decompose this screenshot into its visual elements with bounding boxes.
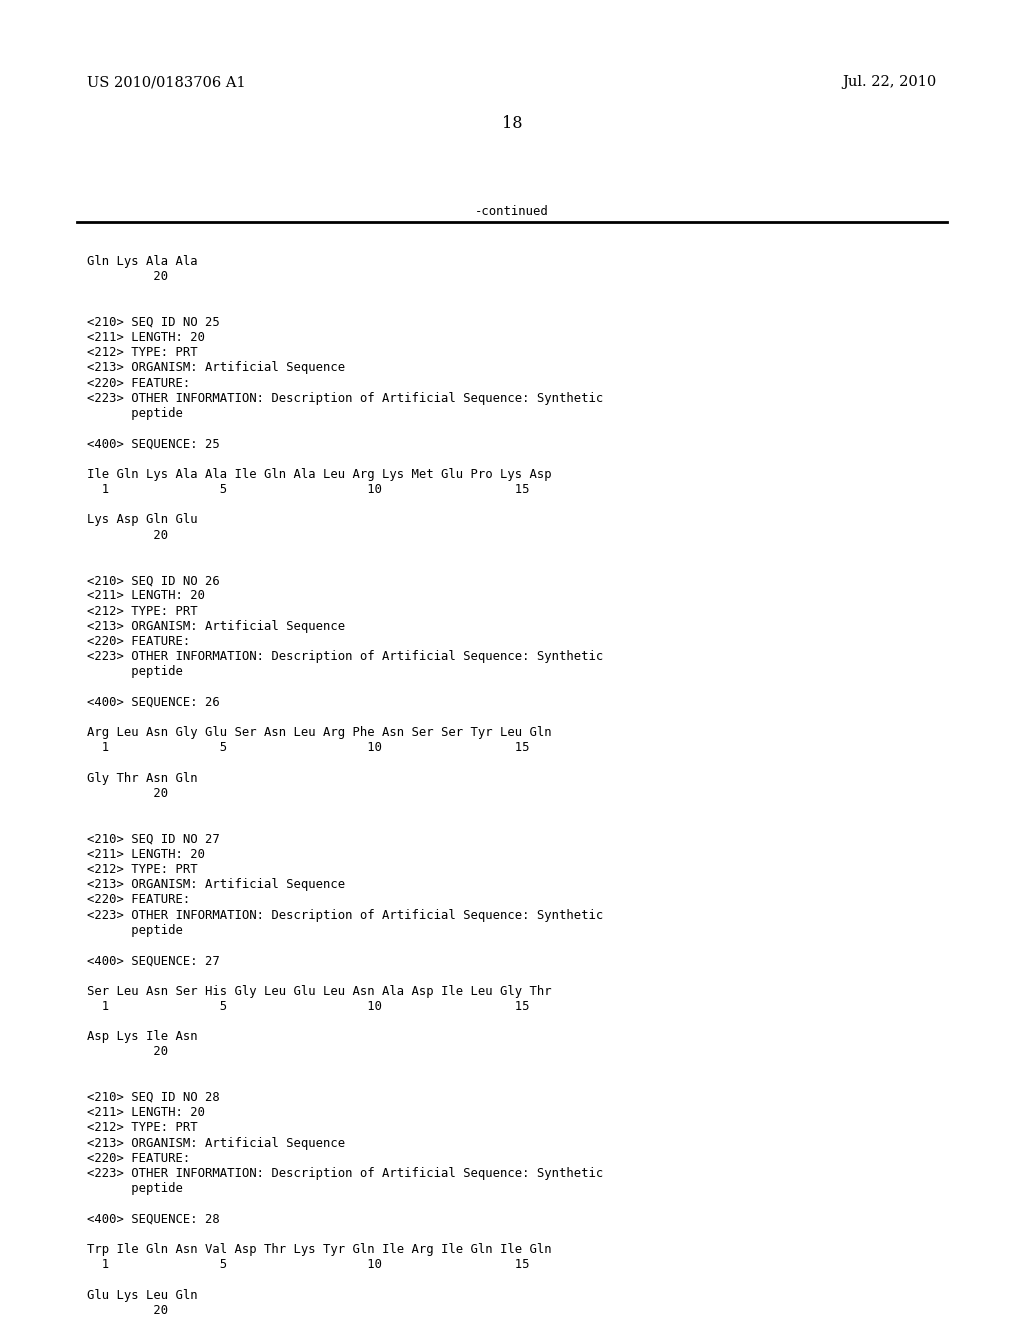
Text: <220> FEATURE:: <220> FEATURE:	[87, 635, 190, 648]
Text: 20: 20	[87, 528, 168, 541]
Text: <212> TYPE: PRT: <212> TYPE: PRT	[87, 1122, 198, 1134]
Text: <220> FEATURE:: <220> FEATURE:	[87, 894, 190, 907]
Text: Arg Leu Asn Gly Glu Ser Asn Leu Arg Phe Asn Ser Ser Tyr Leu Gln: Arg Leu Asn Gly Glu Ser Asn Leu Arg Phe …	[87, 726, 552, 739]
Text: Trp Ile Gln Asn Val Asp Thr Lys Tyr Gln Ile Arg Ile Gln Ile Gln: Trp Ile Gln Asn Val Asp Thr Lys Tyr Gln …	[87, 1243, 552, 1257]
Text: <220> FEATURE:: <220> FEATURE:	[87, 1152, 190, 1164]
Text: <223> OTHER INFORMATION: Description of Artificial Sequence: Synthetic: <223> OTHER INFORMATION: Description of …	[87, 651, 603, 663]
Text: peptide: peptide	[87, 407, 183, 420]
Text: 1               5                   10                  15: 1 5 10 15	[87, 742, 529, 755]
Text: 1               5                   10                  15: 1 5 10 15	[87, 483, 529, 496]
Text: peptide: peptide	[87, 924, 183, 937]
Text: Gly Thr Asn Gln: Gly Thr Asn Gln	[87, 772, 198, 785]
Text: <220> FEATURE:: <220> FEATURE:	[87, 376, 190, 389]
Text: <210> SEQ ID NO 26: <210> SEQ ID NO 26	[87, 574, 220, 587]
Text: <212> TYPE: PRT: <212> TYPE: PRT	[87, 346, 198, 359]
Text: <213> ORGANISM: Artificial Sequence: <213> ORGANISM: Artificial Sequence	[87, 620, 345, 632]
Text: 20: 20	[87, 1045, 168, 1059]
Text: 18: 18	[502, 115, 522, 132]
Text: <211> LENGTH: 20: <211> LENGTH: 20	[87, 847, 205, 861]
Text: peptide: peptide	[87, 665, 183, 678]
Text: Gln Lys Ala Ala: Gln Lys Ala Ala	[87, 255, 198, 268]
Text: <400> SEQUENCE: 27: <400> SEQUENCE: 27	[87, 954, 220, 968]
Text: <223> OTHER INFORMATION: Description of Artificial Sequence: Synthetic: <223> OTHER INFORMATION: Description of …	[87, 392, 603, 405]
Text: 20: 20	[87, 271, 168, 284]
Text: <210> SEQ ID NO 25: <210> SEQ ID NO 25	[87, 315, 220, 329]
Text: <400> SEQUENCE: 26: <400> SEQUENCE: 26	[87, 696, 220, 709]
Text: Lys Asp Gln Glu: Lys Asp Gln Glu	[87, 513, 198, 527]
Text: <213> ORGANISM: Artificial Sequence: <213> ORGANISM: Artificial Sequence	[87, 1137, 345, 1150]
Text: <400> SEQUENCE: 25: <400> SEQUENCE: 25	[87, 437, 220, 450]
Text: <213> ORGANISM: Artificial Sequence: <213> ORGANISM: Artificial Sequence	[87, 362, 345, 375]
Text: <211> LENGTH: 20: <211> LENGTH: 20	[87, 331, 205, 345]
Text: 20: 20	[87, 787, 168, 800]
Text: Ile Gln Lys Ala Ala Ile Gln Ala Leu Arg Lys Met Glu Pro Lys Asp: Ile Gln Lys Ala Ala Ile Gln Ala Leu Arg …	[87, 467, 552, 480]
Text: US 2010/0183706 A1: US 2010/0183706 A1	[87, 75, 246, 88]
Text: <400> SEQUENCE: 28: <400> SEQUENCE: 28	[87, 1213, 220, 1225]
Text: <210> SEQ ID NO 27: <210> SEQ ID NO 27	[87, 833, 220, 846]
Text: Asp Lys Ile Asn: Asp Lys Ile Asn	[87, 1030, 198, 1043]
Text: <223> OTHER INFORMATION: Description of Artificial Sequence: Synthetic: <223> OTHER INFORMATION: Description of …	[87, 908, 603, 921]
Text: <213> ORGANISM: Artificial Sequence: <213> ORGANISM: Artificial Sequence	[87, 878, 345, 891]
Text: -continued: -continued	[475, 205, 549, 218]
Text: <212> TYPE: PRT: <212> TYPE: PRT	[87, 863, 198, 876]
Text: <211> LENGTH: 20: <211> LENGTH: 20	[87, 1106, 205, 1119]
Text: 20: 20	[87, 1304, 168, 1317]
Text: Ser Leu Asn Ser His Gly Leu Glu Leu Asn Ala Asp Ile Leu Gly Thr: Ser Leu Asn Ser His Gly Leu Glu Leu Asn …	[87, 985, 552, 998]
Text: peptide: peptide	[87, 1183, 183, 1195]
Text: <210> SEQ ID NO 28: <210> SEQ ID NO 28	[87, 1092, 220, 1104]
Text: 1               5                   10                  15: 1 5 10 15	[87, 999, 529, 1012]
Text: <223> OTHER INFORMATION: Description of Artificial Sequence: Synthetic: <223> OTHER INFORMATION: Description of …	[87, 1167, 603, 1180]
Text: <212> TYPE: PRT: <212> TYPE: PRT	[87, 605, 198, 618]
Text: 1               5                   10                  15: 1 5 10 15	[87, 1258, 529, 1271]
Text: Glu Lys Leu Gln: Glu Lys Leu Gln	[87, 1288, 198, 1302]
Text: Jul. 22, 2010: Jul. 22, 2010	[843, 75, 937, 88]
Text: <211> LENGTH: 20: <211> LENGTH: 20	[87, 590, 205, 602]
